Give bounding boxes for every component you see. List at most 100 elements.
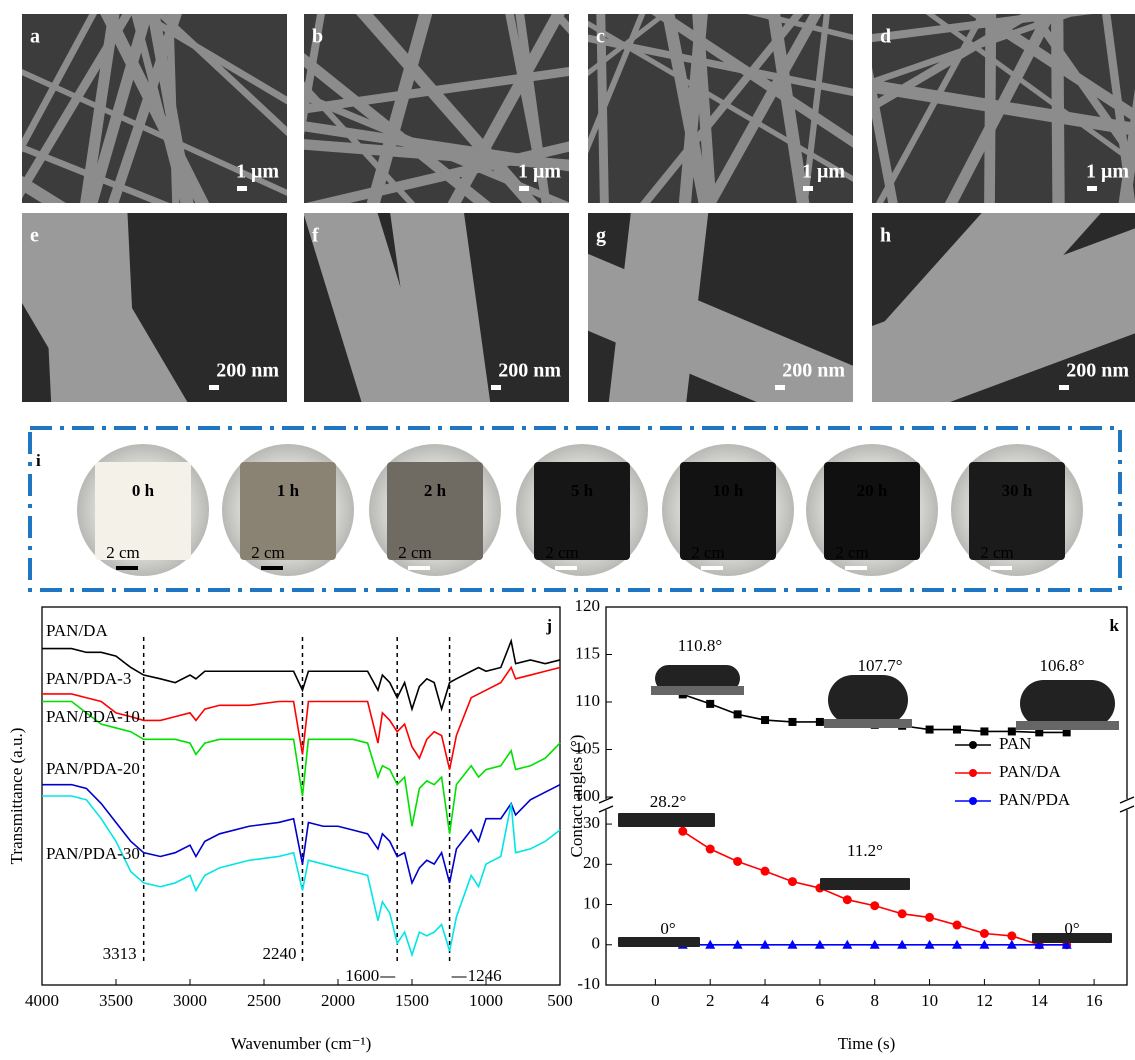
scale-bar-label: 200 nm [782,360,845,382]
plot-frame [42,607,560,985]
marker [980,727,988,735]
marker [706,700,714,708]
x-tick-label: 16 [1086,991,1103,1010]
series-line [42,785,560,883]
scale-bar-label: 1 μm [236,161,279,183]
scale-bar [990,566,1012,570]
angle-annotation: 11.2° [847,841,883,860]
marker [898,909,907,918]
x-tick-label: 14 [1031,991,1049,1010]
angle-annotation: 106.8° [1039,656,1084,675]
panel-label: e [30,225,39,247]
marker [678,827,687,836]
scale-bar-label: 1 μm [518,161,561,183]
marker [926,726,934,734]
scale-bar-label: 2 cm [106,543,140,562]
reference-label: 1246 [468,966,502,985]
marker [952,921,961,930]
scale-bar-label: 2 cm [545,543,579,562]
marker [761,716,769,724]
series-label: PAN/PDA-30 [46,844,140,863]
panel-label: b [312,26,323,48]
marker [843,895,852,904]
scale-bar [803,186,813,191]
scale-bar [261,566,283,570]
marker [1007,931,1016,940]
droplet-image [828,675,908,725]
scale-bar-label: 1 μm [802,161,845,183]
legend-marker [969,797,977,805]
y-tick-label: 0 [592,934,601,953]
figure: a1 μmb1 μmc1 μmd1 μme200 nmf200 nmg200 n… [0,0,1135,1060]
scale-bar-label: 200 nm [216,360,279,382]
y-tick-label: 10 [583,893,600,912]
marker [706,845,715,854]
series-label: PAN/PDA-10 [46,707,140,726]
legend-label: PAN/PDA [999,790,1071,809]
angle-annotation: 0° [1064,919,1079,938]
marker [816,718,824,726]
x-tick-label: 10 [921,991,938,1010]
panel-label: h [880,225,891,247]
scale-bar [1059,385,1069,390]
y-tick-label: 20 [583,853,600,872]
y-tick-label: 30 [583,813,600,832]
angle-annotation: 110.8° [678,636,722,655]
scale-bar-label: 200 nm [498,360,561,382]
x-tick-label: 2000 [321,991,355,1010]
legend-label: PAN [999,734,1031,753]
marker [925,913,934,922]
time-label: 0 h [132,481,155,500]
time-label: 1 h [277,481,300,500]
y-tick-label: -10 [577,974,600,993]
series-label: PAN/DA [46,621,108,640]
angle-annotation: 0° [660,919,675,938]
substrate-image [1016,721,1119,730]
angle-annotation: 28.2° [650,792,687,811]
droplet-image [618,813,715,827]
series-label: PAN/PDA-3 [46,669,131,688]
substrate-image [824,719,912,728]
panel-label: c [596,26,605,48]
scale-bar [845,566,867,570]
droplet-image [820,878,910,890]
scale-bar [775,385,785,390]
marker [870,901,879,910]
scale-bar [1087,186,1097,191]
scale-bar-label: 2 cm [691,543,725,562]
x-tick-label: 8 [870,991,879,1010]
substrate-image [651,686,744,695]
angle-annotation: 107.7° [857,656,902,675]
panel-label: k [1110,616,1120,635]
marker [980,929,989,938]
x-tick-label: 6 [816,991,825,1010]
x-tick-label: 3000 [173,991,207,1010]
panel-label: i [36,451,41,470]
reference-label: 1600 [345,966,379,985]
marker [761,867,770,876]
marker [733,857,742,866]
x-tick-label: 3500 [99,991,133,1010]
legend-label: PAN/DA [999,762,1061,781]
marker [788,718,796,726]
droplet-image [618,937,700,947]
panel-label: a [30,26,40,48]
scale-bar [491,385,501,390]
x-tick-label: 4 [761,991,770,1010]
y-tick-label: 105 [575,738,601,757]
scale-bar-label: 2 cm [251,543,285,562]
y-axis-label: Transmittance (a.u.) [7,728,26,865]
scale-bar-label: 2 cm [980,543,1014,562]
marker [734,710,742,718]
series-line [42,796,560,955]
panel-label: j [545,616,552,635]
time-label: 20 h [857,481,888,500]
legend-marker [969,741,977,749]
time-label: 10 h [713,481,744,500]
x-tick-label: 2 [706,991,715,1010]
scale-bar-label: 200 nm [1066,360,1129,382]
y-tick-label: 120 [575,596,601,615]
panel-label: g [596,225,606,247]
scale-bar [408,566,430,570]
panel-label: f [312,225,319,247]
